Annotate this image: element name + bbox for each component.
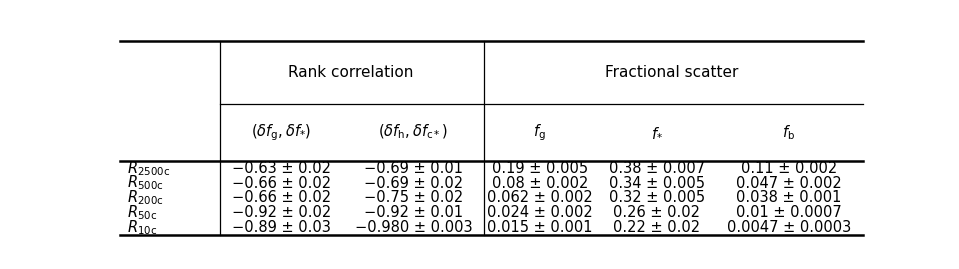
Text: 0.0047 ± 0.0003: 0.0047 ± 0.0003 [727,220,851,235]
Text: $R_{10{\rm c}}$: $R_{10{\rm c}}$ [127,218,157,237]
Text: $R_{500{\rm c}}$: $R_{500{\rm c}}$ [127,174,163,192]
Text: −0.69 ± 0.02: −0.69 ± 0.02 [363,176,463,190]
Text: 0.038 ± 0.001: 0.038 ± 0.001 [737,190,841,206]
Text: $R_{200{\rm c}}$: $R_{200{\rm c}}$ [127,189,163,207]
Text: ($\delta f_{\rm g}, \delta f_{*}$): ($\delta f_{\rm g}, \delta f_{*}$) [251,122,312,143]
Text: −0.69 ± 0.01: −0.69 ± 0.01 [364,161,463,176]
Text: $R_{2500{\rm c}}$: $R_{2500{\rm c}}$ [127,159,170,178]
Text: 0.062 ± 0.002: 0.062 ± 0.002 [487,190,593,206]
Text: 0.047 ± 0.002: 0.047 ± 0.002 [736,176,842,190]
Text: 0.26 ± 0.02: 0.26 ± 0.02 [614,206,700,220]
Text: −0.75 ± 0.02: −0.75 ± 0.02 [363,190,463,206]
Text: 0.01 ± 0.0007: 0.01 ± 0.0007 [736,206,842,220]
Text: 0.38 ± 0.007: 0.38 ± 0.007 [609,161,705,176]
Text: Fractional scatter: Fractional scatter [605,65,738,80]
Text: 0.32 ± 0.005: 0.32 ± 0.005 [609,190,705,206]
Text: 0.19 ± 0.005: 0.19 ± 0.005 [492,161,588,176]
Text: −0.66 ± 0.02: −0.66 ± 0.02 [232,190,331,206]
Text: $R_{50{\rm c}}$: $R_{50{\rm c}}$ [127,204,157,222]
Text: $f_{\rm b}$: $f_{\rm b}$ [783,123,795,141]
Text: −0.92 ± 0.01: −0.92 ± 0.01 [363,206,463,220]
Text: $f_{\rm g}$: $f_{\rm g}$ [533,122,547,143]
Text: Rank correlation: Rank correlation [288,65,413,80]
Text: ($\delta f_{\rm h}, \delta f_{\rm c*}$): ($\delta f_{\rm h}, \delta f_{\rm c*}$) [379,123,449,141]
Text: 0.34 ± 0.005: 0.34 ± 0.005 [609,176,705,190]
Text: 0.11 ± 0.002: 0.11 ± 0.002 [740,161,837,176]
Text: −0.92 ± 0.02: −0.92 ± 0.02 [232,206,331,220]
Text: 0.015 ± 0.001: 0.015 ± 0.001 [487,220,593,235]
Text: $f_{*}$: $f_{*}$ [651,125,663,140]
Text: −0.63 ± 0.02: −0.63 ± 0.02 [232,161,331,176]
Text: 0.024 ± 0.002: 0.024 ± 0.002 [487,206,593,220]
Text: 0.22 ± 0.02: 0.22 ± 0.02 [614,220,700,235]
Text: −0.89 ± 0.03: −0.89 ± 0.03 [232,220,331,235]
Text: −0.980 ± 0.003: −0.980 ± 0.003 [355,220,472,235]
Text: 0.08 ± 0.002: 0.08 ± 0.002 [492,176,588,190]
Text: −0.66 ± 0.02: −0.66 ± 0.02 [232,176,331,190]
